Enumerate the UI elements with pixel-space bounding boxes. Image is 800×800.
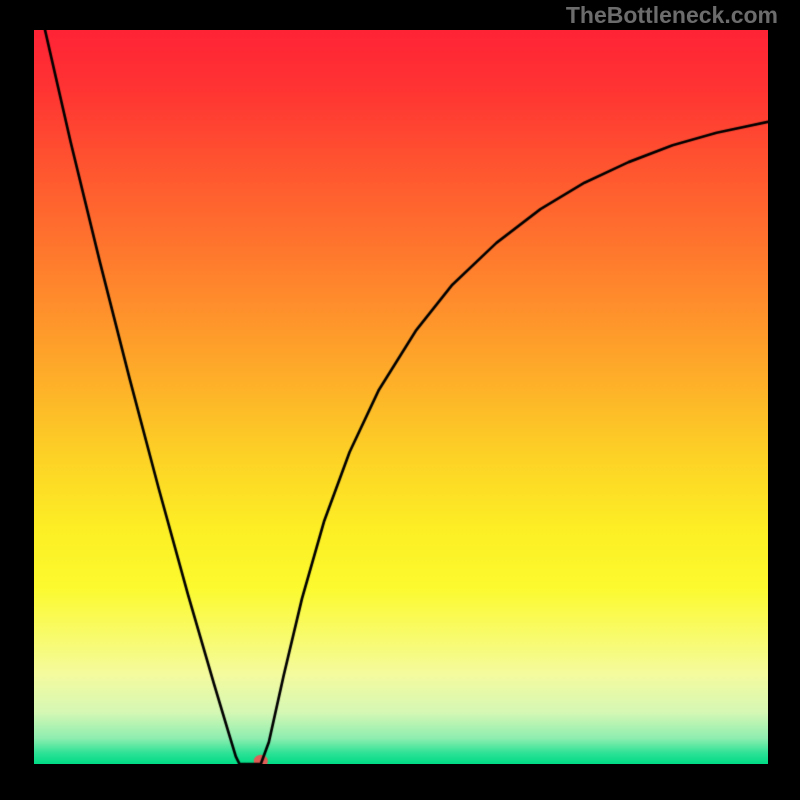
watermark-text: TheBottleneck.com bbox=[566, 2, 778, 29]
chart-frame: TheBottleneck.com bbox=[0, 0, 800, 800]
plot-area bbox=[34, 30, 768, 764]
plot-canvas bbox=[34, 30, 768, 764]
